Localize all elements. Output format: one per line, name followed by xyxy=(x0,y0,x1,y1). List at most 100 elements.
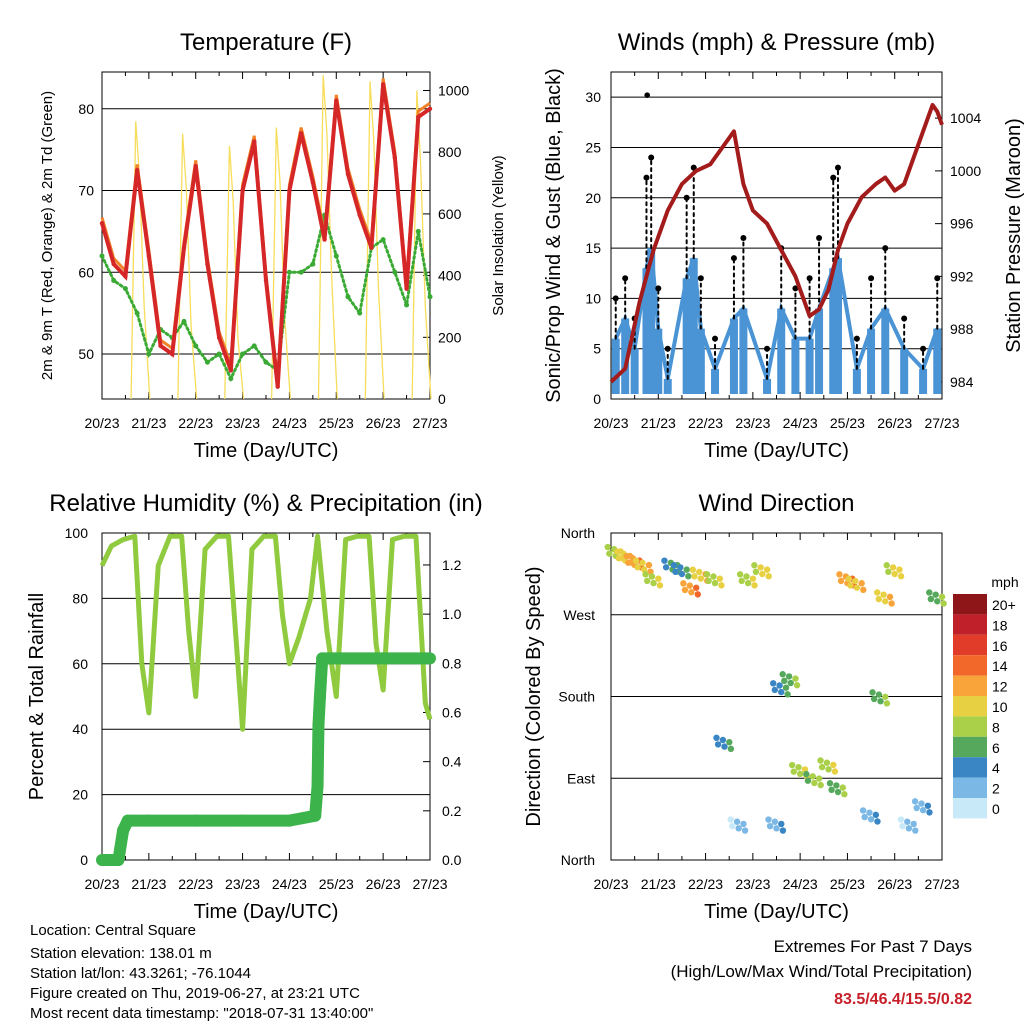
direction-point xyxy=(875,691,883,698)
direction-point xyxy=(714,741,722,748)
direction-point xyxy=(771,818,779,825)
direction-point xyxy=(686,582,693,589)
x-tick-label: 23/23 xyxy=(735,415,770,431)
x-tick-label: 20/23 xyxy=(593,415,628,431)
direction-point xyxy=(781,677,788,685)
legend-swatch xyxy=(953,736,987,758)
direction-point xyxy=(817,781,824,789)
legend-label: 18 xyxy=(992,617,1008,633)
gust-point xyxy=(622,275,629,282)
gust-point xyxy=(712,335,719,342)
temp-point xyxy=(181,245,187,250)
direction-point xyxy=(779,671,786,678)
direction-point xyxy=(779,827,787,834)
x-axis-label: Time (Day/UTC) xyxy=(704,440,849,462)
direction-point xyxy=(888,600,895,607)
direction-point xyxy=(847,582,854,589)
y-right-tick-label: 0.8 xyxy=(442,655,462,671)
direction-point xyxy=(919,806,927,814)
direction-point xyxy=(784,691,791,698)
precip-point xyxy=(311,780,324,793)
humidity-series xyxy=(99,533,433,732)
direction-point xyxy=(692,584,700,591)
y-tick-label: South xyxy=(558,689,595,705)
x-tick-label: 21/23 xyxy=(131,876,166,892)
y-right-tick-label: 988 xyxy=(950,321,974,337)
precip-point xyxy=(377,652,390,665)
direction-point xyxy=(809,773,816,780)
temp-point xyxy=(216,335,222,340)
dewpoint-point xyxy=(134,310,140,316)
direction-point xyxy=(606,550,613,557)
direction-point xyxy=(729,822,736,830)
y-tick-label: North xyxy=(561,852,595,868)
gust-point xyxy=(868,275,875,282)
y-tick-label: West xyxy=(563,607,595,623)
direction-point xyxy=(615,554,622,562)
x-tick-label: 27/23 xyxy=(412,876,447,892)
pressure-series xyxy=(609,102,944,384)
direction-point xyxy=(765,573,772,580)
direction-point xyxy=(880,591,887,598)
direction-point xyxy=(803,770,810,778)
precip-point xyxy=(189,814,202,827)
y-tick-label: 0 xyxy=(593,391,601,407)
direction-point xyxy=(897,816,905,823)
dewpoint-point xyxy=(298,269,304,275)
direction-point xyxy=(918,800,925,807)
x-tick-label: 26/23 xyxy=(877,876,912,892)
x-tick-label: 22/23 xyxy=(688,876,723,892)
direction-point xyxy=(834,788,842,796)
y-tick-label: 20 xyxy=(72,787,88,803)
direction-point xyxy=(912,827,919,834)
temp-point xyxy=(123,274,128,279)
dewpoint-point xyxy=(404,302,410,308)
x-tick-label: 25/23 xyxy=(319,876,354,892)
y-right-tick-label: 0.2 xyxy=(442,803,462,819)
direction-point xyxy=(817,757,824,764)
direction-point xyxy=(639,559,646,567)
direction-point xyxy=(632,557,640,564)
x-axis-label: Time (Day/UTC) xyxy=(194,901,339,923)
direction-point xyxy=(858,580,865,587)
direction-point xyxy=(771,686,779,694)
direction-point xyxy=(927,595,935,603)
y-right-tick-label: 0.4 xyxy=(442,754,462,770)
legend-title: mph xyxy=(991,574,1018,590)
y-tick-label: 30 xyxy=(585,89,601,105)
direction-point xyxy=(770,680,777,687)
y-tick-label: 80 xyxy=(72,590,88,606)
x-tick-label: 25/23 xyxy=(830,876,865,892)
direction-point xyxy=(932,591,939,598)
info-latlon: Station lat/lon: 43.3261; -76.1044 xyxy=(30,965,251,982)
y-tick-label: North xyxy=(561,525,595,541)
temp-point xyxy=(134,167,140,173)
chart-title: Wind Direction xyxy=(698,490,854,517)
direction-point xyxy=(926,589,933,596)
precip-point xyxy=(330,652,343,665)
direction-point xyxy=(681,586,689,594)
direction-point xyxy=(757,564,764,571)
extremes-values: 83.5/46.4/15.5/0.82 xyxy=(834,991,972,1008)
temp-point xyxy=(158,343,163,349)
direction-point xyxy=(831,768,839,775)
x-tick-label: 24/23 xyxy=(272,415,307,431)
y-right-tick-label: 1000 xyxy=(950,163,981,179)
temp-point xyxy=(111,261,116,267)
direction-point xyxy=(716,575,724,582)
chart-title: Relative Humidity (%) & Precipitation (i… xyxy=(49,490,482,517)
direction-point xyxy=(897,573,905,580)
gust-point xyxy=(664,345,671,352)
direction-point xyxy=(623,552,630,560)
legend-swatch xyxy=(953,594,987,615)
legend-label: 12 xyxy=(992,679,1008,695)
precip-point xyxy=(283,814,296,827)
legend-swatch xyxy=(953,634,987,656)
direction-point xyxy=(759,570,766,578)
y-tick-label: 60 xyxy=(72,656,88,672)
temp-point xyxy=(99,221,105,226)
precip-point xyxy=(424,652,436,665)
temp-point xyxy=(380,82,386,87)
dewpoint-point xyxy=(240,351,246,357)
dewpoint-point xyxy=(357,310,363,316)
